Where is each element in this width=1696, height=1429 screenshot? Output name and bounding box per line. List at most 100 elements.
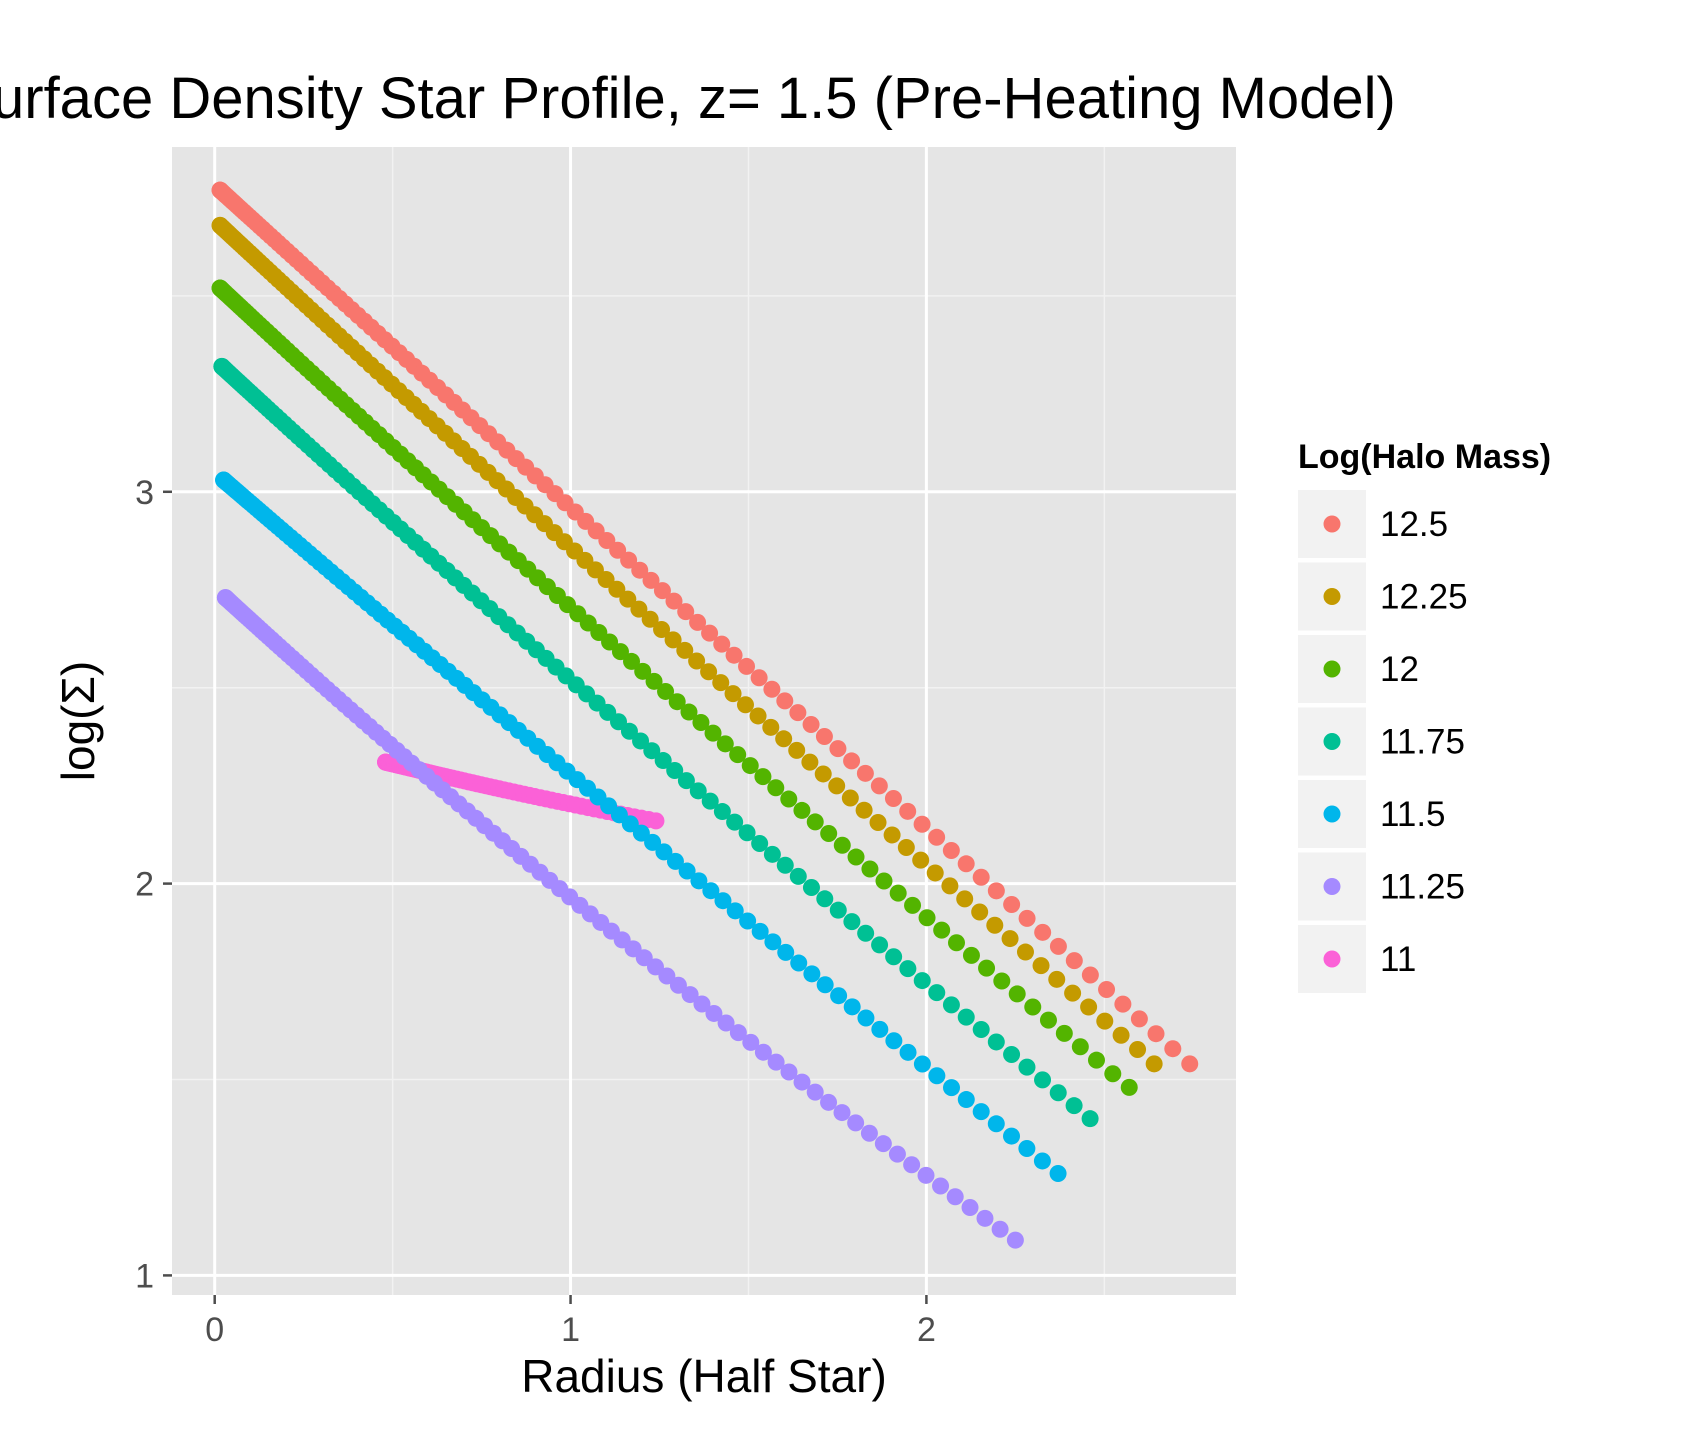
data-point <box>724 685 742 703</box>
data-point <box>957 1008 975 1026</box>
data-point <box>820 1093 838 1111</box>
data-point <box>642 571 660 589</box>
legend-label: 12.25 <box>1380 578 1468 617</box>
data-point <box>1065 1097 1083 1115</box>
data-point <box>816 890 834 908</box>
axis-ticks <box>163 490 928 1304</box>
series-11-25 <box>216 589 1024 1249</box>
data-point <box>1145 1055 1163 1073</box>
legend: Log(Halo Mass) 12.5 12.25 12 11.75 11.5 11.25… <box>1298 438 1551 993</box>
data-point <box>899 802 917 820</box>
data-point <box>816 976 834 994</box>
data-point <box>688 652 706 670</box>
data-point <box>644 833 662 851</box>
data-point <box>828 777 846 795</box>
data-point <box>976 1209 994 1227</box>
data-point <box>904 896 922 914</box>
data-point <box>641 610 659 628</box>
data-point <box>971 903 989 921</box>
data-point <box>738 657 756 675</box>
data-point <box>668 693 686 711</box>
data-point <box>776 692 794 710</box>
data-point <box>801 753 819 771</box>
legend-marker <box>1323 950 1341 968</box>
data-point <box>946 1188 964 1206</box>
data-point <box>767 779 785 797</box>
legend-label: 11.5 <box>1380 795 1446 834</box>
series-12-25 <box>211 216 1163 1073</box>
data-point <box>1016 943 1034 961</box>
data-point <box>1049 937 1067 955</box>
data-point <box>793 1073 811 1091</box>
data-point <box>788 741 806 759</box>
data-point <box>871 936 889 954</box>
data-point <box>647 812 665 830</box>
x-tick-label: 2 <box>917 1311 936 1349</box>
data-point <box>1120 1078 1138 1096</box>
data-point <box>1048 970 1066 988</box>
legend-marker <box>1323 733 1341 750</box>
data-point <box>913 972 931 990</box>
data-point <box>806 1083 824 1101</box>
data-point <box>1114 995 1132 1013</box>
data-point <box>714 892 732 910</box>
data-point <box>657 682 675 700</box>
data-point <box>978 959 996 977</box>
data-point <box>926 864 944 882</box>
data-point <box>833 1104 851 1122</box>
data-point <box>956 890 974 908</box>
data-point <box>780 1063 798 1081</box>
data-point <box>871 1020 889 1038</box>
legend-label: 12 <box>1380 650 1419 689</box>
data-point <box>888 1145 906 1163</box>
data-point <box>885 1032 903 1050</box>
legend-label: 11.75 <box>1380 723 1465 762</box>
data-point <box>790 954 808 972</box>
data-point <box>957 1091 975 1109</box>
data-point <box>815 728 833 746</box>
data-point <box>843 913 861 931</box>
data-point <box>928 1067 946 1085</box>
series-11-5 <box>215 471 1067 1183</box>
data-point <box>610 713 628 731</box>
data-point <box>692 714 710 732</box>
data-point <box>1081 966 1099 984</box>
data-point <box>932 1177 950 1195</box>
data-point <box>1080 998 1098 1016</box>
data-point <box>609 541 627 559</box>
legend-marker <box>1323 878 1341 895</box>
data-point <box>680 703 698 721</box>
data-point <box>957 855 975 873</box>
data-point <box>681 986 699 1004</box>
data-point <box>1147 1025 1165 1043</box>
data-point <box>658 967 676 985</box>
data-point <box>841 789 859 807</box>
data-point <box>676 641 694 659</box>
data-point <box>776 856 794 874</box>
data-point <box>754 768 772 786</box>
data-point <box>928 828 946 846</box>
data-point <box>677 772 695 790</box>
data-point <box>917 1166 935 1184</box>
data-point <box>885 948 903 966</box>
data-point <box>689 782 707 800</box>
data-point <box>666 762 684 780</box>
data-point <box>874 1135 892 1153</box>
data-point <box>738 824 756 842</box>
data-point <box>632 732 650 750</box>
data-point <box>705 1004 723 1022</box>
data-point <box>833 836 851 854</box>
data-point <box>870 777 888 795</box>
data-point <box>857 924 875 942</box>
data-point <box>1164 1040 1182 1058</box>
data-point <box>666 852 684 870</box>
data-point <box>623 652 641 670</box>
data-point <box>704 724 722 742</box>
data-point <box>912 851 930 869</box>
data-point <box>843 752 861 770</box>
data-point <box>860 1124 878 1142</box>
data-point <box>829 740 847 758</box>
data-point <box>857 1009 875 1027</box>
data-point <box>762 718 780 736</box>
